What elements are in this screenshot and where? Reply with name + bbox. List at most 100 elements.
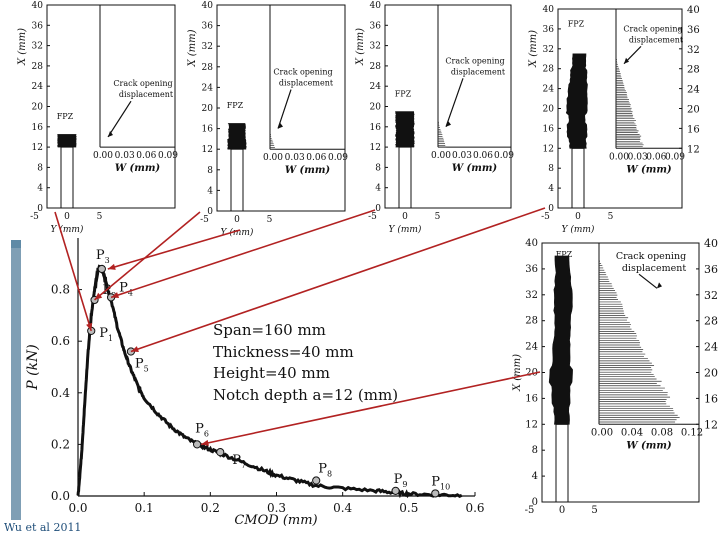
accent-bar-cap xyxy=(11,240,21,248)
y-tick-label: 16 xyxy=(543,124,555,134)
y-right-tick-label: 24 xyxy=(704,341,718,354)
y-tick-label: 36 xyxy=(370,21,382,31)
annotation-line-2: displacement xyxy=(451,67,506,76)
y-tick-label: 0 xyxy=(548,204,554,214)
y-right-tick-label: 24 xyxy=(687,85,700,96)
cod-area xyxy=(438,121,447,148)
connector-arrow xyxy=(130,207,546,353)
cod-area xyxy=(616,59,644,149)
fpz-label: FPZ xyxy=(568,19,585,28)
annotation-line-1: Crack opening xyxy=(273,68,332,77)
w-axis-title: W (mm) xyxy=(115,163,161,174)
w-tick-label: 0.06 xyxy=(646,152,666,162)
notch xyxy=(230,148,244,212)
y-tick-label: 20 xyxy=(202,104,214,114)
main-x-axis-title: CMOD (mm) xyxy=(234,513,317,528)
fpz-zone xyxy=(395,111,415,148)
y-tick-label: 8 xyxy=(532,445,538,456)
w-tick-label: 0.06 xyxy=(473,151,493,161)
y-axis-title: X (mm) xyxy=(187,29,198,67)
fpz-label: FPZ xyxy=(395,89,412,98)
annotation-arrowhead xyxy=(446,120,451,127)
y-mm-tick-label: -5 xyxy=(30,212,39,222)
point-label: P10 xyxy=(431,474,450,491)
y-tick-label: 28 xyxy=(32,62,44,72)
notch xyxy=(571,147,585,209)
main-x-tick-label: 0.0 xyxy=(68,501,87,515)
y-right-tick-label: 20 xyxy=(687,105,700,116)
point-label: P1 xyxy=(99,326,113,343)
specimen-height: Height=40 mm xyxy=(213,364,330,382)
w-axis-title: W (mm) xyxy=(626,164,672,175)
connector-arrow xyxy=(94,211,201,301)
annotation-arrow xyxy=(445,78,464,127)
y-axis-title: X (mm) xyxy=(17,28,28,66)
point-label: P9 xyxy=(394,472,408,489)
point-label-sub: 4 xyxy=(128,288,133,297)
y-mm-tick-label: -5 xyxy=(368,212,377,222)
annotation-line-2: displacement xyxy=(119,90,174,99)
y-tick-label: 12 xyxy=(525,419,538,430)
y-right-tick-label: 40 xyxy=(687,5,700,16)
y-mm-axis-title: Y (mm) xyxy=(221,227,254,238)
fpz-label: FPZ xyxy=(227,101,244,110)
specimen-info: Span=160 mm Thickness=40 mm Height=40 mm… xyxy=(213,320,398,406)
y-mm-axis-title: Y (mm) xyxy=(562,224,595,235)
y-tick-label: 4 xyxy=(37,184,43,194)
y-mm-tick-label: 5 xyxy=(608,212,614,222)
fpz-zone xyxy=(548,255,573,425)
y-mm-tick-label: 0 xyxy=(234,215,240,225)
main-x-tick-label: 0.2 xyxy=(201,501,220,515)
y-tick-label: 8 xyxy=(207,166,213,176)
main-x-tick-label: 0.5 xyxy=(399,501,418,515)
annotation-line-1: Crack opening xyxy=(623,24,682,33)
w-tick-label: 0.03 xyxy=(452,151,472,161)
y-tick-label: 12 xyxy=(543,144,554,154)
point-label: P6 xyxy=(195,421,209,438)
connector-arrow xyxy=(110,209,376,299)
specimen-span: Span=160 mm xyxy=(213,321,326,339)
y-tick-label: 36 xyxy=(32,21,44,31)
w-axis-title: W (mm) xyxy=(452,163,498,174)
y-mm-tick-label: 5 xyxy=(435,212,441,222)
y-right-tick-label: 20 xyxy=(704,367,718,380)
y-tick-label: 32 xyxy=(370,42,381,52)
y-mm-tick-label: -5 xyxy=(200,215,209,225)
y-tick-label: 4 xyxy=(548,184,554,194)
y-tick-label: 20 xyxy=(32,103,44,113)
y-tick-label: 4 xyxy=(532,471,538,482)
w-tick-label: 0.09 xyxy=(665,152,685,162)
main-x-tick-label: 0.1 xyxy=(135,501,154,515)
connector-arrowhead xyxy=(201,439,209,446)
w-axis-title: W (mm) xyxy=(285,165,331,176)
fpz-zone xyxy=(565,53,588,149)
annotation-line-1: Crack opening xyxy=(445,56,504,65)
y-tick-label: 16 xyxy=(32,123,44,133)
y-tick-label: 0 xyxy=(375,204,381,214)
annotation-arrow xyxy=(638,273,658,289)
point-label-sub: 5 xyxy=(144,365,149,374)
w-tick-label: 0.09 xyxy=(494,151,514,161)
fpz-label: FPZ xyxy=(57,112,74,121)
w-tick-label: 0.03 xyxy=(628,152,648,162)
y-tick-label: 4 xyxy=(207,186,213,196)
connector-arrow xyxy=(54,211,92,332)
y-right-tick-label: 36 xyxy=(704,263,718,276)
annotation-arrow xyxy=(277,89,292,129)
point-label: P5 xyxy=(135,357,149,374)
y-tick-label: 40 xyxy=(370,1,382,11)
y-mm-tick-label: 0 xyxy=(559,505,565,516)
y-tick-label: 32 xyxy=(543,45,554,55)
y-right-tick-label: 16 xyxy=(687,124,700,135)
point-label: P8 xyxy=(318,462,332,479)
w-tick-label: 0.00 xyxy=(431,151,451,161)
y-tick-label: 8 xyxy=(548,164,554,174)
y-right-tick-label: 16 xyxy=(704,392,718,405)
main-y-tick-label: 0.6 xyxy=(51,334,70,348)
specimen-notch: Notch depth a=12 (mm) xyxy=(213,385,399,404)
y-tick-label: 32 xyxy=(525,290,538,301)
point-label-sub: 1 xyxy=(108,334,113,343)
